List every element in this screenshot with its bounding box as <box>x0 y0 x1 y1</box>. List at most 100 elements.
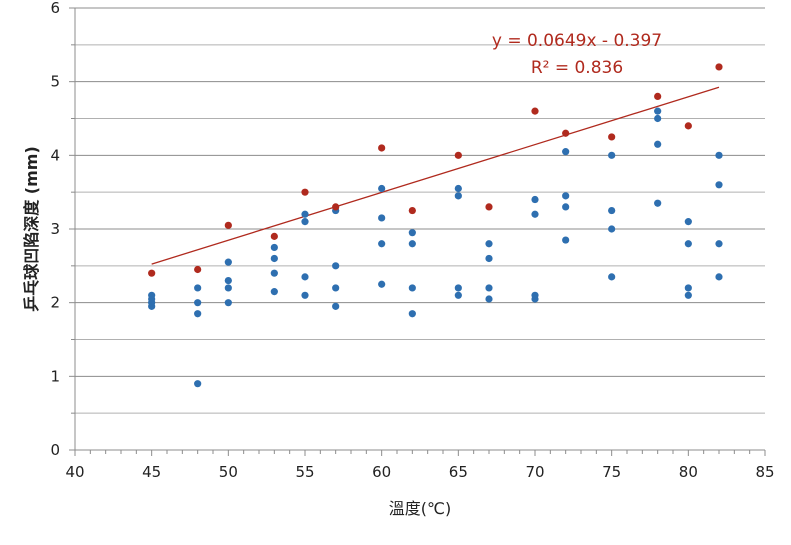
data-point <box>270 243 278 252</box>
data-point <box>531 291 539 299</box>
data-point <box>684 240 692 248</box>
data-point <box>531 210 539 218</box>
data-point <box>608 273 616 281</box>
data-point <box>454 284 462 292</box>
x-tick-label: 40 <box>65 463 84 481</box>
data-point <box>378 144 386 152</box>
data-point <box>301 218 309 226</box>
data-point <box>454 291 462 299</box>
data-point <box>531 107 539 115</box>
data-point <box>224 299 232 307</box>
x-axis-label: 溫度(℃) <box>389 499 451 518</box>
data-point <box>194 299 202 307</box>
data-point <box>408 310 416 318</box>
trendline <box>151 86 720 265</box>
data-point <box>301 210 309 218</box>
data-point <box>562 148 570 156</box>
data-point <box>332 284 340 292</box>
data-point <box>408 229 416 237</box>
x-tick-label: 55 <box>295 463 314 481</box>
data-point <box>715 151 723 159</box>
y-tick-label: 6 <box>50 0 60 17</box>
y-axis-label: 乒乓球凹陷深度 (mm) <box>22 146 41 312</box>
data-point <box>562 236 570 244</box>
data-point <box>332 203 340 211</box>
data-point <box>454 184 462 193</box>
x-tick-label: 50 <box>219 463 238 481</box>
data-point <box>270 232 278 240</box>
grid-lines <box>75 7 765 414</box>
data-point <box>408 206 416 215</box>
data-point <box>378 184 386 193</box>
y-tick-label: 3 <box>50 220 60 238</box>
data-point <box>531 195 539 204</box>
data-point <box>408 240 416 248</box>
data-point <box>654 92 662 100</box>
y-tick-label: 1 <box>50 367 60 385</box>
data-point <box>224 221 232 229</box>
x-tick-label: 60 <box>372 463 391 481</box>
trendline-equation: y = 0.0649x - 0.397 <box>492 31 662 51</box>
data-point <box>270 254 278 263</box>
data-point <box>301 291 309 299</box>
data-point <box>224 276 232 285</box>
x-tick-label: 85 <box>755 463 774 481</box>
data-point <box>378 214 386 222</box>
data-point <box>684 218 692 226</box>
data-point <box>608 225 616 233</box>
data-point <box>148 269 156 277</box>
data-point <box>715 273 723 281</box>
trendline-group <box>151 86 720 265</box>
data-point <box>654 140 662 148</box>
data-point <box>715 181 723 189</box>
data-point <box>332 302 340 310</box>
data-point <box>562 203 570 211</box>
data-point <box>270 269 278 277</box>
y-tick-label: 2 <box>50 294 60 312</box>
y-tick-label: 4 <box>50 146 60 164</box>
data-point <box>148 291 156 299</box>
data-point <box>301 188 309 196</box>
data-point <box>194 310 202 318</box>
data-point <box>485 254 493 263</box>
data-point <box>454 192 462 200</box>
data-point <box>194 284 202 292</box>
data-point <box>608 133 616 141</box>
axes <box>69 7 766 456</box>
y-tick-label: 0 <box>50 441 60 459</box>
data-points <box>148 63 723 388</box>
data-point <box>684 284 692 292</box>
trendline-r-squared: R² = 0.836 <box>531 58 623 78</box>
data-point <box>224 284 232 292</box>
data-point <box>485 284 493 292</box>
data-point <box>654 199 662 207</box>
data-point <box>485 240 493 248</box>
data-point <box>270 288 278 296</box>
data-point <box>332 262 340 270</box>
x-tick-label: 45 <box>142 463 161 481</box>
data-point <box>684 291 692 299</box>
data-point <box>684 122 692 130</box>
data-point <box>378 240 386 248</box>
data-point <box>485 295 493 303</box>
data-point <box>562 129 570 137</box>
data-point <box>301 273 309 281</box>
x-tick-label: 70 <box>525 463 544 481</box>
data-point <box>454 151 462 159</box>
data-point <box>608 151 616 159</box>
data-point <box>654 107 662 115</box>
x-tick-label: 75 <box>602 463 621 481</box>
data-point <box>194 265 202 274</box>
y-tick-label: 5 <box>50 73 60 91</box>
data-point <box>194 380 202 388</box>
data-point <box>562 192 570 200</box>
data-point <box>654 114 662 123</box>
data-point <box>608 206 616 215</box>
data-point <box>378 280 386 288</box>
data-point <box>408 284 416 292</box>
data-point <box>715 63 723 71</box>
x-tick-label: 80 <box>679 463 698 481</box>
data-point <box>224 258 232 266</box>
